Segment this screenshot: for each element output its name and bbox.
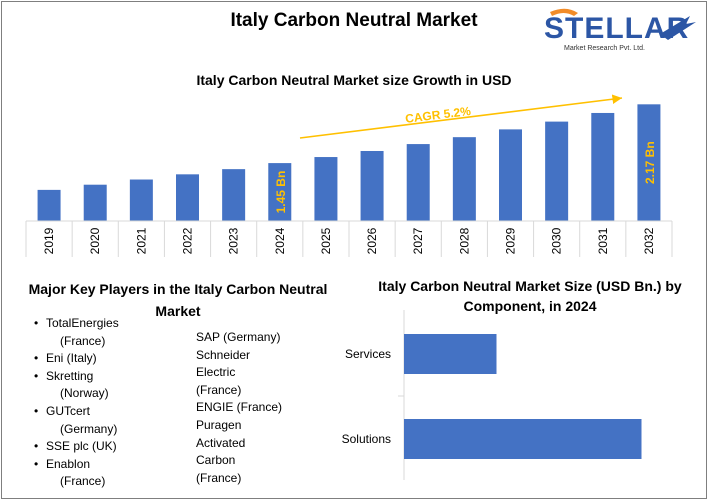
player-item: • GUTcert (Germany) (34, 403, 184, 438)
component-chart-title: Italy Carbon Neutral Market Size (USD Bn… (378, 278, 682, 314)
player-line: Electric (196, 365, 236, 380)
cagr-arrow (299, 94, 623, 139)
player-country: (France) (60, 474, 106, 489)
bar-2022 (176, 174, 199, 221)
logo-wordmark: STELLAR (544, 12, 689, 45)
player-line: (France) (196, 382, 242, 397)
bar-2029 (499, 129, 522, 221)
bullet-icon: • (34, 316, 39, 330)
bullet-icon: • (34, 403, 39, 418)
bar-2031 (591, 112, 615, 221)
bar-2027 (406, 144, 430, 221)
player-line: Schneider (196, 347, 251, 362)
x-tick-label: 2022 (181, 227, 195, 254)
bar-2019 (37, 189, 61, 221)
player-line: Activated (196, 435, 246, 450)
x-tick-label: 2032 (642, 227, 656, 254)
player-item: • Eni (Italy) (34, 350, 184, 368)
x-tick-label: 2026 (365, 227, 379, 254)
growth-chart-title: Italy Carbon Neutral Market size Growth … (196, 72, 512, 88)
player-country: (Germany) (60, 421, 118, 436)
data-label-2024: 1.45 Bn (274, 171, 288, 214)
x-tick-label: 2020 (88, 227, 102, 254)
stellar-logo: STELLAR Market Research Pvt. Ltd. (544, 8, 696, 52)
x-tick-label: 2024 (273, 227, 287, 254)
bar-2026 (360, 150, 384, 221)
page-title: Italy Carbon Neutral Market (230, 10, 478, 31)
bar-2032 (637, 104, 661, 221)
player-country: (France) (60, 333, 106, 348)
bar-2024 (268, 163, 292, 221)
bar-2021 (129, 179, 153, 221)
player-name: GUTcert (46, 403, 91, 418)
bar-2023 (222, 169, 246, 221)
player-line: ENGIE (France) (196, 400, 283, 415)
player-item: • Skretting (Norway) (34, 368, 184, 403)
x-tick-label: 2029 (504, 227, 518, 254)
player-name: TotalEnergies (46, 316, 119, 330)
player-name: Eni (Italy) (46, 351, 97, 366)
logo-tagline: Market Research Pvt. Ltd. (564, 45, 645, 52)
player-item: • Enablon (France) (34, 456, 184, 491)
x-tick-label: 2019 (42, 227, 56, 254)
component-bar-solutions (404, 419, 642, 459)
component-label: Services (345, 347, 391, 361)
x-tick-label: 2027 (411, 227, 425, 254)
bullet-icon: • (34, 439, 39, 454)
x-tick-label: 2025 (319, 227, 333, 254)
bar-2030 (545, 121, 569, 221)
player-line: SAP (Germany) (196, 330, 281, 344)
players-title: Major Key Players in the Italy Carbon Ne… (28, 281, 328, 319)
player-item: • SSE plc (UK) (34, 438, 184, 456)
player-name: Enablon (46, 456, 91, 471)
player-line: (France) (196, 470, 242, 485)
bar-2028 (452, 137, 476, 221)
bullet-icon: • (34, 368, 39, 383)
player-name: SSE plc (UK) (46, 439, 117, 454)
player-line: Puragen (196, 417, 242, 432)
x-tick-label: 2028 (457, 227, 471, 254)
bar-2025 (314, 157, 338, 221)
player-line: Carbon (196, 453, 236, 468)
component-label: Solutions (342, 432, 391, 446)
bullet-icon: • (34, 351, 39, 366)
x-tick-label: 2030 (550, 227, 564, 254)
x-tick-label: 2023 (227, 227, 241, 254)
players-list-right: SAP (Germany) Schneider Electric (France) EN… (196, 329, 306, 487)
data-label-2032: 2.17 Bn (643, 141, 657, 184)
bullet-icon: • (34, 456, 39, 471)
bar-2020 (83, 184, 107, 221)
player-item: • TotalEnergies (France) (34, 315, 184, 350)
player-country: (Norway) (60, 386, 109, 401)
player-name: Skretting (46, 368, 94, 383)
x-tick-label: 2031 (596, 227, 610, 254)
x-tick-label: 2021 (134, 227, 148, 254)
component-bar-services (404, 334, 497, 374)
players-list-left: • TotalEnergies (France) • Eni (Italy) • Skret… (34, 315, 184, 491)
